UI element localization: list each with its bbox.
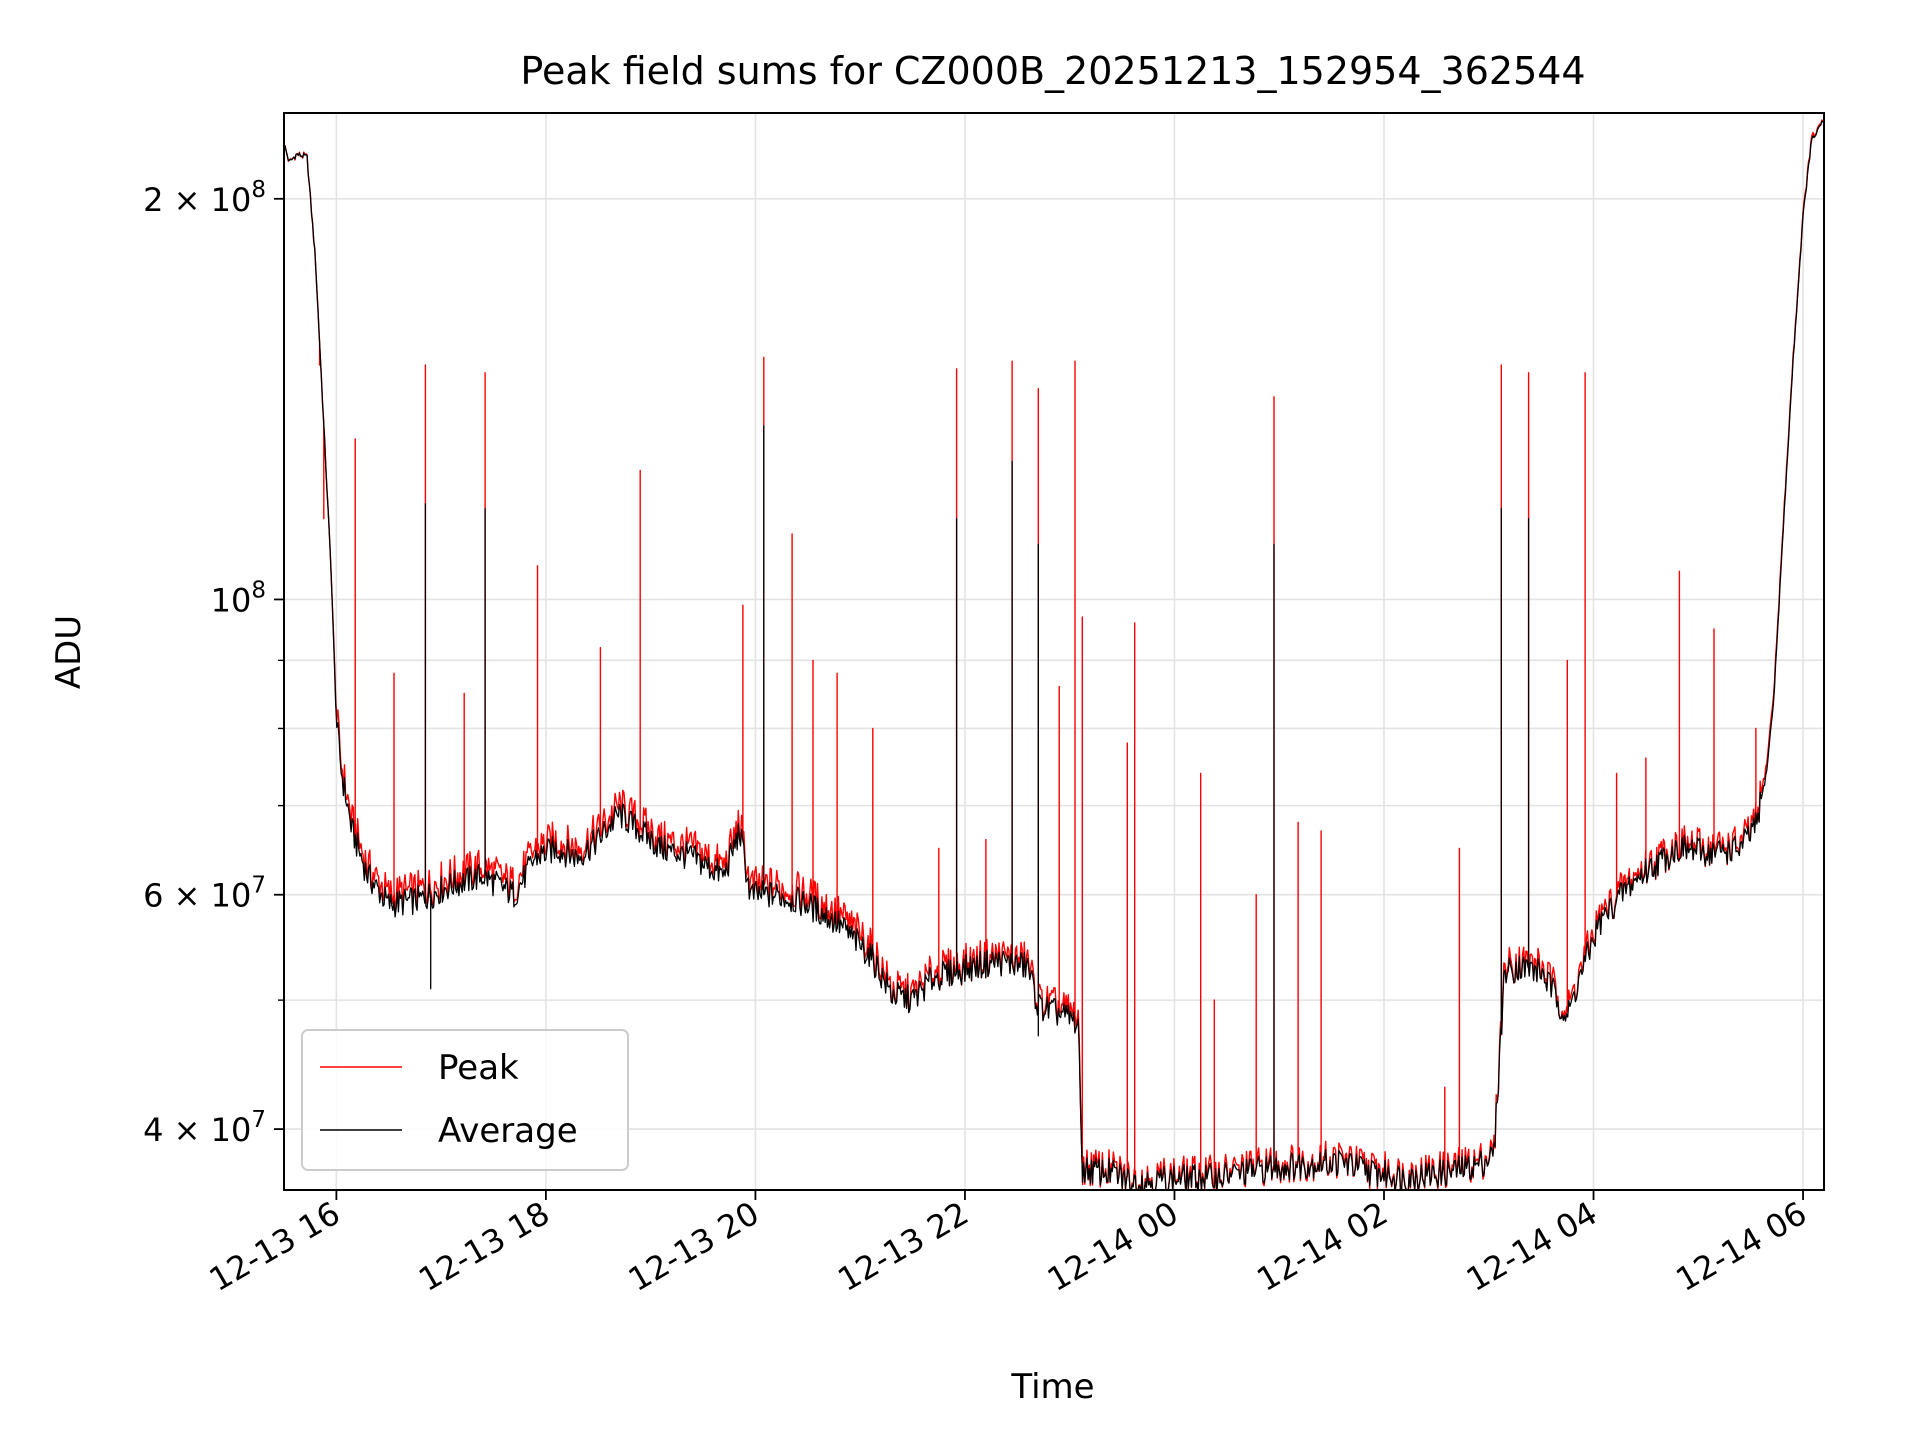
y-tick-label: 4 × 107	[143, 1107, 266, 1149]
y-tick-label: 6 × 107	[143, 873, 266, 915]
series-layer	[284, 119, 1824, 1190]
y-tick-label: 2 × 108	[143, 177, 266, 219]
y-axis-label: ADU	[49, 615, 89, 689]
chart-title: Peak field sums for CZ000B_20251213_1529…	[520, 49, 1585, 93]
series-line-average	[284, 120, 1824, 1190]
y-tick-label: 108	[211, 577, 266, 619]
legend-box	[301, 1029, 629, 1171]
series-line-peak	[284, 119, 1824, 1190]
plot-frame	[283, 112, 1825, 1191]
series-clip-group	[284, 119, 1824, 1190]
legend-peak-label: Peak	[438, 1048, 519, 1088]
legend-average-label: Average	[438, 1111, 578, 1151]
legend: Peak Average	[301, 1029, 629, 1171]
x-axis-label: Time	[1010, 1367, 1094, 1407]
